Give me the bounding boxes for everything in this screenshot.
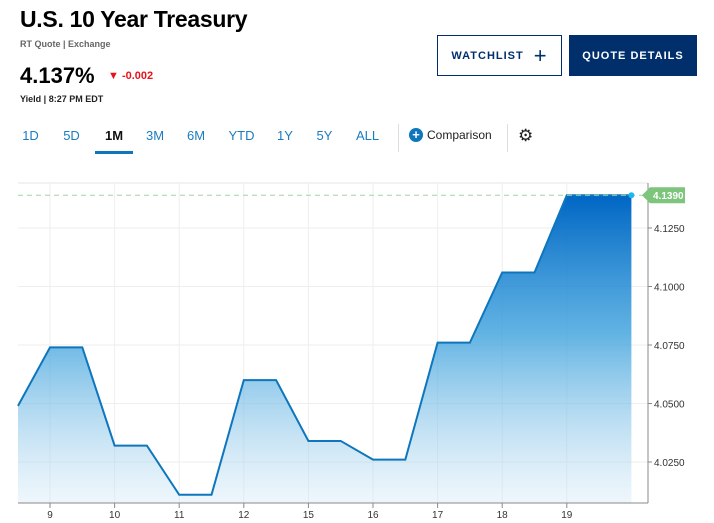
page-title: U.S. 10 Year Treasury <box>20 6 248 32</box>
quote-source: RT Quote | Exchange <box>20 39 111 49</box>
quote-details-button[interactable]: QUOTE DETAILS <box>569 35 697 76</box>
tab-6m[interactable]: 6M <box>186 128 206 143</box>
divider <box>507 124 508 152</box>
x-tick-label: 10 <box>109 510 121 521</box>
tab-ytd[interactable]: YTD <box>228 128 255 143</box>
y-tick-label: 4.0250 <box>654 458 685 469</box>
tab-5d[interactable]: 5D <box>63 128 80 143</box>
price: 4.137% <box>20 63 95 88</box>
y-tick-label: 4.1000 <box>654 283 685 294</box>
tab-5y[interactable]: 5Y <box>316 128 333 143</box>
y-tick-label: 4.0750 <box>654 341 685 352</box>
comparison-button[interactable]: + Comparison <box>409 128 492 142</box>
gear-icon[interactable]: ⚙ <box>518 126 534 145</box>
last-value-label: 4.1390 <box>653 191 684 202</box>
comparison-label: Comparison <box>427 128 492 142</box>
watchlist-button[interactable]: WATCHLIST + <box>437 35 562 76</box>
tab-1y[interactable]: 1Y <box>277 128 293 143</box>
x-tick-label: 15 <box>303 510 315 521</box>
y-tick-label: 4.0500 <box>654 400 685 411</box>
x-tick-label: 9 <box>47 510 53 521</box>
yield-time: Yield | 8:27 PM EDT <box>20 94 104 104</box>
y-tick-label: 4.1250 <box>654 224 685 235</box>
tab-1d[interactable]: 1D <box>22 128 39 143</box>
tab-all[interactable]: ALL <box>356 128 380 143</box>
x-tick-label: 16 <box>367 510 379 521</box>
change-value: -0.002 <box>121 70 154 82</box>
x-tick-label: 18 <box>497 510 509 521</box>
area-fill <box>18 195 632 504</box>
tab-1m[interactable]: 1M <box>95 128 133 154</box>
watchlist-label: WATCHLIST <box>451 49 524 62</box>
x-tick-label: 11 <box>174 510 185 521</box>
down-arrow-icon: ▼ <box>108 70 119 82</box>
x-tick-label: 19 <box>561 510 573 521</box>
price-change: ▼ -0.002 <box>108 70 153 82</box>
tab-3m[interactable]: 3M <box>145 128 165 143</box>
plus-icon: + <box>533 42 548 68</box>
last-point-marker <box>628 192 635 199</box>
last-value-badge <box>642 187 685 204</box>
x-tick-label: 12 <box>238 510 250 521</box>
add-circle-icon: + <box>409 128 423 142</box>
range-tabs: 1D 5D 1M 3M 6M YTD 1Y 5Y ALL <box>22 128 380 154</box>
divider <box>398 124 399 152</box>
x-tick-label: 17 <box>432 510 444 521</box>
